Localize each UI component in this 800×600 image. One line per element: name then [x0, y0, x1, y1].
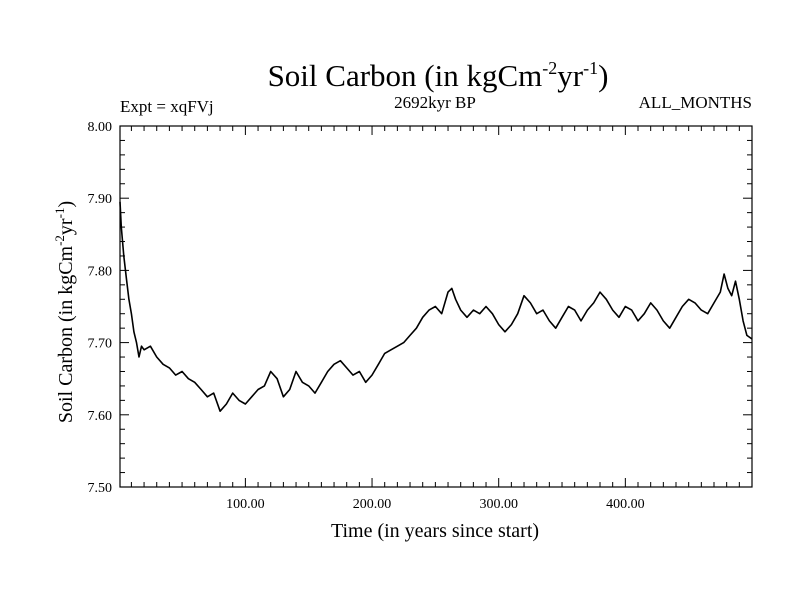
y-tick-label: 8.00: [88, 120, 113, 135]
plot-frame: [119, 125, 753, 488]
x-tick-label: 300.00: [479, 497, 518, 512]
tick-labels: 100.00 200.00 300.00 400.00 7.50 7.60 7.70 7.80…: [88, 120, 645, 512]
x-tick-label: 400.00: [606, 497, 645, 512]
y-tick-label: 7.70: [88, 337, 113, 352]
chart-title: Soil Carbon (in kgCm-2yr-1): [268, 58, 609, 93]
y-tick-label: 7.80: [88, 264, 113, 279]
x-tick-label: 100.00: [226, 497, 265, 512]
subtitle-experiment: Expt = xqFVj: [120, 97, 214, 116]
x-tick-label: 200.00: [353, 497, 392, 512]
subtitle-period: 2692kyr BP: [394, 93, 476, 112]
x-axis-label: Time (in years since start): [331, 520, 539, 542]
tick-marks: [120, 125, 752, 488]
series-line-soil-carbon: [119, 201, 753, 412]
y-axis-label: Soil Carbon (in kgCm-2yr-1): [52, 201, 77, 423]
subtitle-months: ALL_MONTHS: [639, 93, 752, 112]
y-tick-label: 7.60: [88, 409, 113, 424]
y-tick-label: 7.50: [88, 481, 113, 496]
y-tick-label: 7.90: [88, 192, 113, 207]
plot-area: [119, 125, 753, 488]
